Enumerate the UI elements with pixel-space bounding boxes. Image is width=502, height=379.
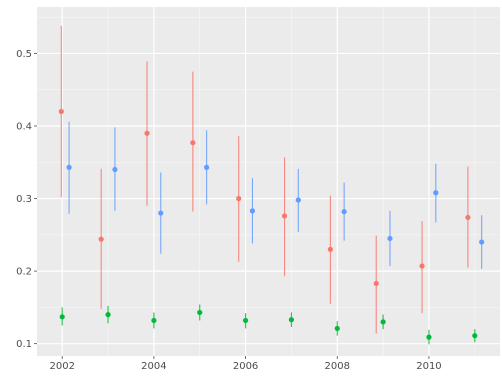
data-point-series-1	[98, 236, 104, 242]
y-tick-label: 0.2	[16, 267, 32, 278]
x-tick-label: 2010	[416, 361, 441, 372]
data-point-series-2	[249, 208, 256, 214]
y-tick-label: 0.1	[16, 339, 32, 350]
data-point-series-3	[472, 333, 478, 339]
data-point-series-2	[112, 166, 118, 173]
major-gridlines	[37, 7, 500, 356]
data-point-series-2	[479, 239, 485, 245]
data-point-series-3	[197, 309, 203, 316]
data-point-series-2	[387, 235, 393, 242]
plot-panel	[37, 7, 500, 356]
data-point-series-2	[295, 197, 301, 203]
x-tick-label: 2008	[325, 361, 350, 372]
data-point-series-1	[281, 213, 288, 219]
y-tick-label: 0.5	[16, 49, 32, 60]
data-point-series-1	[190, 140, 196, 146]
data-point-series-3	[105, 312, 111, 318]
data-point-series-1	[327, 246, 333, 252]
x-tick-label: 2002	[49, 361, 74, 372]
data-point-series-3	[288, 317, 295, 323]
data-point-series-1	[236, 195, 242, 202]
data-point-series-2	[433, 190, 439, 196]
y-axis: 0.1 0.2 0.3 0.4 0.5	[16, 49, 37, 350]
data-point-series-3	[334, 325, 340, 332]
data-point-series-3	[426, 334, 432, 340]
data-point-series-1	[144, 130, 150, 136]
data-point-series-2	[341, 209, 347, 215]
y-tick-label: 0.4	[16, 121, 32, 132]
y-tick-label: 0.3	[16, 194, 32, 205]
data-point-series-1	[58, 108, 64, 115]
data-marks	[58, 25, 485, 345]
data-point-series-2	[66, 164, 72, 170]
data-point-series-3	[380, 319, 386, 325]
data-point-series-3	[59, 314, 65, 320]
data-point-series-3	[242, 317, 249, 324]
x-tick-label: 2004	[141, 361, 166, 372]
minor-gridlines	[37, 7, 500, 356]
data-point-series-2	[158, 210, 164, 216]
data-point-series-1	[373, 280, 379, 287]
x-axis: 2002 2004 2006 2008 2010	[49, 356, 442, 372]
data-point-series-1	[419, 263, 425, 269]
data-point-series-3	[151, 317, 157, 324]
data-point-series-1	[465, 214, 471, 221]
x-tick-label: 2006	[233, 361, 258, 372]
data-point-series-2	[204, 164, 210, 170]
